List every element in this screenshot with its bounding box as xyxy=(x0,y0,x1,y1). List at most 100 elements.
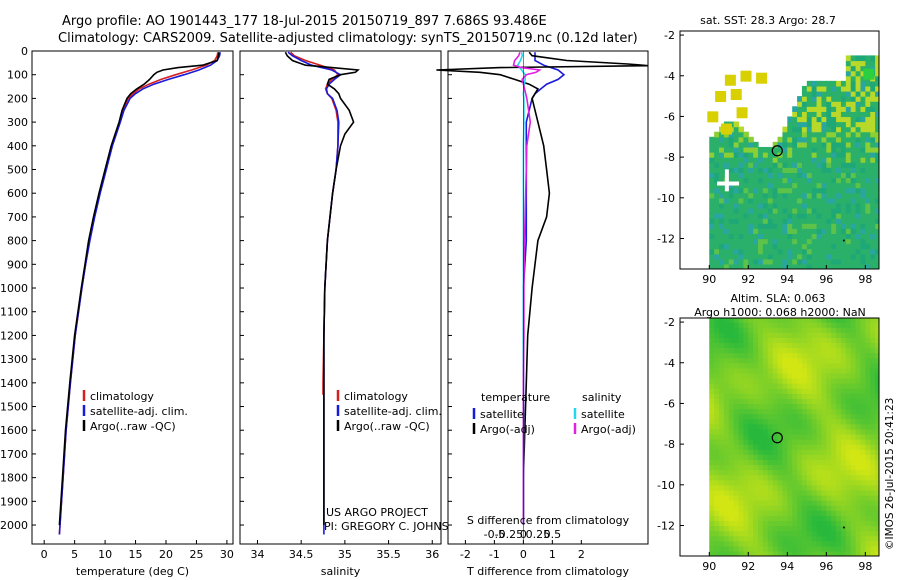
sla-cell xyxy=(787,540,793,547)
sst-cell xyxy=(840,213,847,219)
sla-cell xyxy=(748,454,754,460)
sla-cell xyxy=(831,383,837,389)
sla-cell xyxy=(865,520,871,527)
sla-cell xyxy=(806,510,813,516)
sst-cell xyxy=(772,167,779,173)
sla-cell xyxy=(816,530,823,537)
sla-cell xyxy=(772,459,779,466)
sla-cell xyxy=(855,322,862,328)
sst-cell xyxy=(782,141,788,148)
sla-cell xyxy=(762,423,769,430)
sla-cell xyxy=(728,418,735,425)
sst-cell xyxy=(870,116,876,123)
difference-xlabel-top: S difference from climatology xyxy=(467,514,630,527)
sla-cell xyxy=(831,500,837,506)
sla-cell xyxy=(709,479,715,486)
sst-cell xyxy=(831,152,837,158)
sst-cell xyxy=(860,253,866,260)
sst-cell xyxy=(860,121,866,128)
sla-cell xyxy=(840,479,847,486)
sst-cell xyxy=(816,172,823,179)
sla-cell xyxy=(826,525,832,532)
sst-cell xyxy=(801,218,808,224)
sst-cell xyxy=(816,187,823,194)
sst-cell xyxy=(753,243,759,250)
sla-cell xyxy=(728,525,735,532)
sst-cell xyxy=(836,85,842,92)
sla-cell xyxy=(777,489,784,496)
sla-cell xyxy=(850,332,857,338)
sla-cell xyxy=(748,332,754,338)
sla-cell xyxy=(801,318,808,323)
sla-cell xyxy=(723,550,730,556)
sst-cell xyxy=(733,263,740,269)
sla-cell xyxy=(826,484,832,491)
sla-cell xyxy=(787,469,793,476)
sst-cell xyxy=(826,91,832,97)
sla-cell xyxy=(870,428,876,435)
sst-cell xyxy=(870,121,876,128)
sla-cell xyxy=(743,464,749,471)
sst-cell xyxy=(719,197,725,204)
sst-cell xyxy=(831,213,837,219)
sla-cell xyxy=(816,357,823,364)
sst-cell xyxy=(850,80,857,87)
sst-cell xyxy=(875,248,879,255)
sla-cell xyxy=(797,403,803,410)
sla-cell xyxy=(738,367,745,374)
sst-cell xyxy=(870,187,876,194)
sst-cell xyxy=(772,233,779,240)
sst-cell xyxy=(801,136,808,143)
sla-cell xyxy=(719,515,725,522)
sst-cell xyxy=(870,85,876,92)
sst-cell xyxy=(801,157,808,163)
sla-cell xyxy=(855,464,862,471)
sla-cell xyxy=(758,525,764,532)
sst-cell xyxy=(836,96,842,102)
sla-cell xyxy=(792,433,798,440)
sla-cell xyxy=(743,459,749,466)
sla-cell xyxy=(826,433,832,440)
sla-cell xyxy=(748,378,754,384)
sst-cell xyxy=(806,131,813,138)
sla-cell xyxy=(723,332,730,338)
sst-cell xyxy=(801,207,808,214)
sla-cell xyxy=(719,494,725,501)
sst-cell xyxy=(870,263,876,269)
sla-cell xyxy=(806,494,813,501)
sst-cell xyxy=(875,85,879,92)
sst-cell xyxy=(865,126,871,133)
sla-cell xyxy=(855,449,862,455)
sla-cell xyxy=(865,505,871,511)
sst-cell xyxy=(762,202,769,209)
sla-cell xyxy=(845,342,852,349)
sla-cell xyxy=(782,540,788,547)
sst-cell xyxy=(816,202,823,209)
sla-cell xyxy=(831,489,837,496)
sla-cell xyxy=(787,464,793,471)
sst-cell xyxy=(855,207,862,214)
sst-cell xyxy=(865,207,871,214)
sst-cell xyxy=(821,187,827,194)
sst-cell xyxy=(753,228,759,235)
sla-cell xyxy=(772,484,779,491)
sst-cell xyxy=(875,172,879,179)
sla-cell xyxy=(855,413,862,420)
sla-cell xyxy=(762,469,769,476)
sst-cell xyxy=(816,162,823,168)
sla-cell xyxy=(719,388,725,394)
sla-cell xyxy=(733,318,740,323)
sst-cell xyxy=(714,243,720,250)
sla-cell xyxy=(762,535,769,542)
sst-cell xyxy=(753,177,759,184)
temperature-ytick-label: 1200 xyxy=(0,329,28,342)
sst-cell xyxy=(855,141,862,148)
sst-cell xyxy=(806,248,813,255)
sst-cell xyxy=(850,187,857,194)
sla-cell xyxy=(797,515,803,522)
sst-cell xyxy=(792,228,798,235)
sst-cell xyxy=(758,197,764,204)
sst-cell xyxy=(870,141,876,148)
sla-cell xyxy=(733,413,740,420)
sla-cell xyxy=(801,444,808,450)
